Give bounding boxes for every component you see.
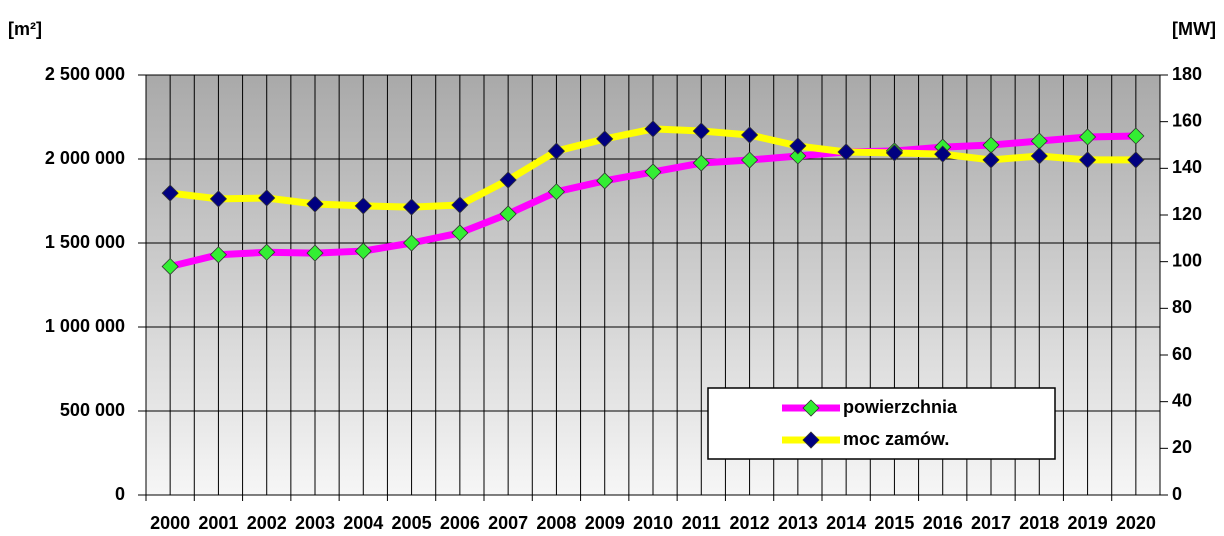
- marker: [499, 171, 517, 189]
- y2-tick-label: 100: [1172, 250, 1202, 270]
- marker: [1030, 147, 1048, 165]
- marker: [741, 151, 759, 169]
- y2-tick-label: 80: [1172, 297, 1192, 317]
- marker: [258, 243, 276, 261]
- y2-tick-label: 60: [1172, 344, 1192, 364]
- marker: [258, 189, 276, 207]
- x-tick-label: 2018: [1019, 513, 1059, 533]
- marker: [161, 184, 179, 202]
- marker: [306, 195, 324, 213]
- y-axis-label: [m²]: [8, 19, 42, 39]
- marker: [306, 244, 324, 262]
- y2-tick-label: 0: [1172, 484, 1182, 504]
- marker: [547, 183, 565, 201]
- y-tick-label: 2 500 000: [45, 64, 125, 84]
- marker: [161, 257, 179, 276]
- x-tick-label: 2007: [488, 513, 528, 533]
- marker: [982, 151, 1000, 169]
- marker: [547, 142, 565, 160]
- marker: [403, 198, 421, 216]
- legend-marker: [802, 399, 820, 417]
- marker: [1127, 127, 1145, 145]
- x-tick-label: 2017: [971, 513, 1011, 533]
- marker: [692, 154, 710, 172]
- marker: [692, 122, 710, 140]
- legend-label: moc zamów.: [843, 429, 949, 449]
- marker: [1079, 151, 1097, 169]
- y2-tick-label: 20: [1172, 437, 1192, 457]
- marker: [644, 120, 662, 138]
- marker: [354, 197, 372, 215]
- y2-tick-label: 120: [1172, 204, 1202, 224]
- x-tick-label: 2011: [682, 513, 721, 533]
- marker: [596, 130, 614, 148]
- legend-marker: [802, 431, 820, 449]
- marker: [451, 224, 469, 242]
- y-tick-label: 2 000 000: [45, 148, 125, 168]
- x-tick-label: 2012: [730, 513, 770, 533]
- y2-tick-label: 180: [1172, 64, 1202, 84]
- x-tick-label: 2013: [778, 513, 818, 533]
- y2-axis-label: [MW]: [1172, 19, 1216, 39]
- marker: [1127, 151, 1145, 169]
- y-tick-label: 1 000 000: [45, 316, 125, 336]
- marker: [837, 143, 855, 161]
- x-tick-label: 2009: [585, 513, 625, 533]
- marker: [209, 246, 227, 264]
- marker: [403, 234, 421, 252]
- marker: [741, 126, 759, 144]
- marker: [596, 172, 614, 190]
- marker: [209, 190, 227, 208]
- y-tick-label: 500 000: [60, 400, 125, 420]
- x-tick-label: 2019: [1068, 513, 1108, 533]
- x-tick-label: 2008: [536, 513, 576, 533]
- x-tick-label: 2020: [1116, 513, 1156, 533]
- x-tick-label: 2014: [826, 513, 866, 533]
- x-tick-label: 2004: [343, 513, 383, 533]
- x-tick-label: 2001: [198, 513, 238, 533]
- marker: [354, 242, 372, 260]
- x-tick-label: 2003: [295, 513, 335, 533]
- x-tick-label: 2015: [874, 513, 914, 533]
- x-tick-label: 2006: [440, 513, 480, 533]
- y-tick-label: 1 500 000: [45, 232, 125, 252]
- x-tick-label: 2000: [150, 513, 190, 533]
- x-tick-label: 2010: [633, 513, 673, 533]
- marker: [1079, 128, 1097, 146]
- marker: [499, 205, 517, 223]
- legend: [707, 387, 1056, 460]
- marker: [789, 137, 807, 155]
- marker: [789, 147, 807, 165]
- marker: [644, 163, 662, 181]
- x-tick-label: 2002: [247, 513, 287, 533]
- marker: [451, 196, 469, 214]
- marker: [934, 145, 952, 163]
- x-tick-label: 2016: [923, 513, 963, 533]
- legend-label: powierzchnia: [843, 397, 958, 417]
- y2-tick-label: 160: [1172, 110, 1202, 130]
- y2-tick-label: 40: [1172, 390, 1192, 410]
- marker: [885, 144, 903, 162]
- y-tick-label: 0: [115, 484, 125, 504]
- y2-tick-label: 140: [1172, 157, 1202, 177]
- x-tick-label: 2005: [392, 513, 432, 533]
